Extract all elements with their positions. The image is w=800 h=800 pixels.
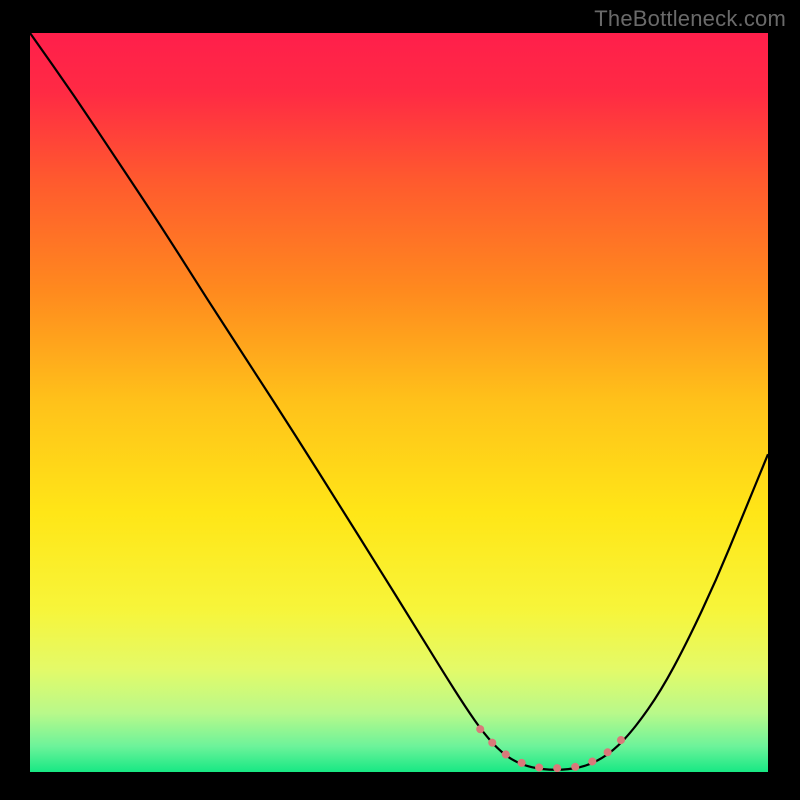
chart-svg [30,33,768,772]
bottleneck-curve [30,33,768,770]
trough-marker [480,728,631,769]
plot-frame [13,33,785,789]
plot-inner [30,33,768,772]
watermark-text: TheBottleneck.com [594,6,786,32]
